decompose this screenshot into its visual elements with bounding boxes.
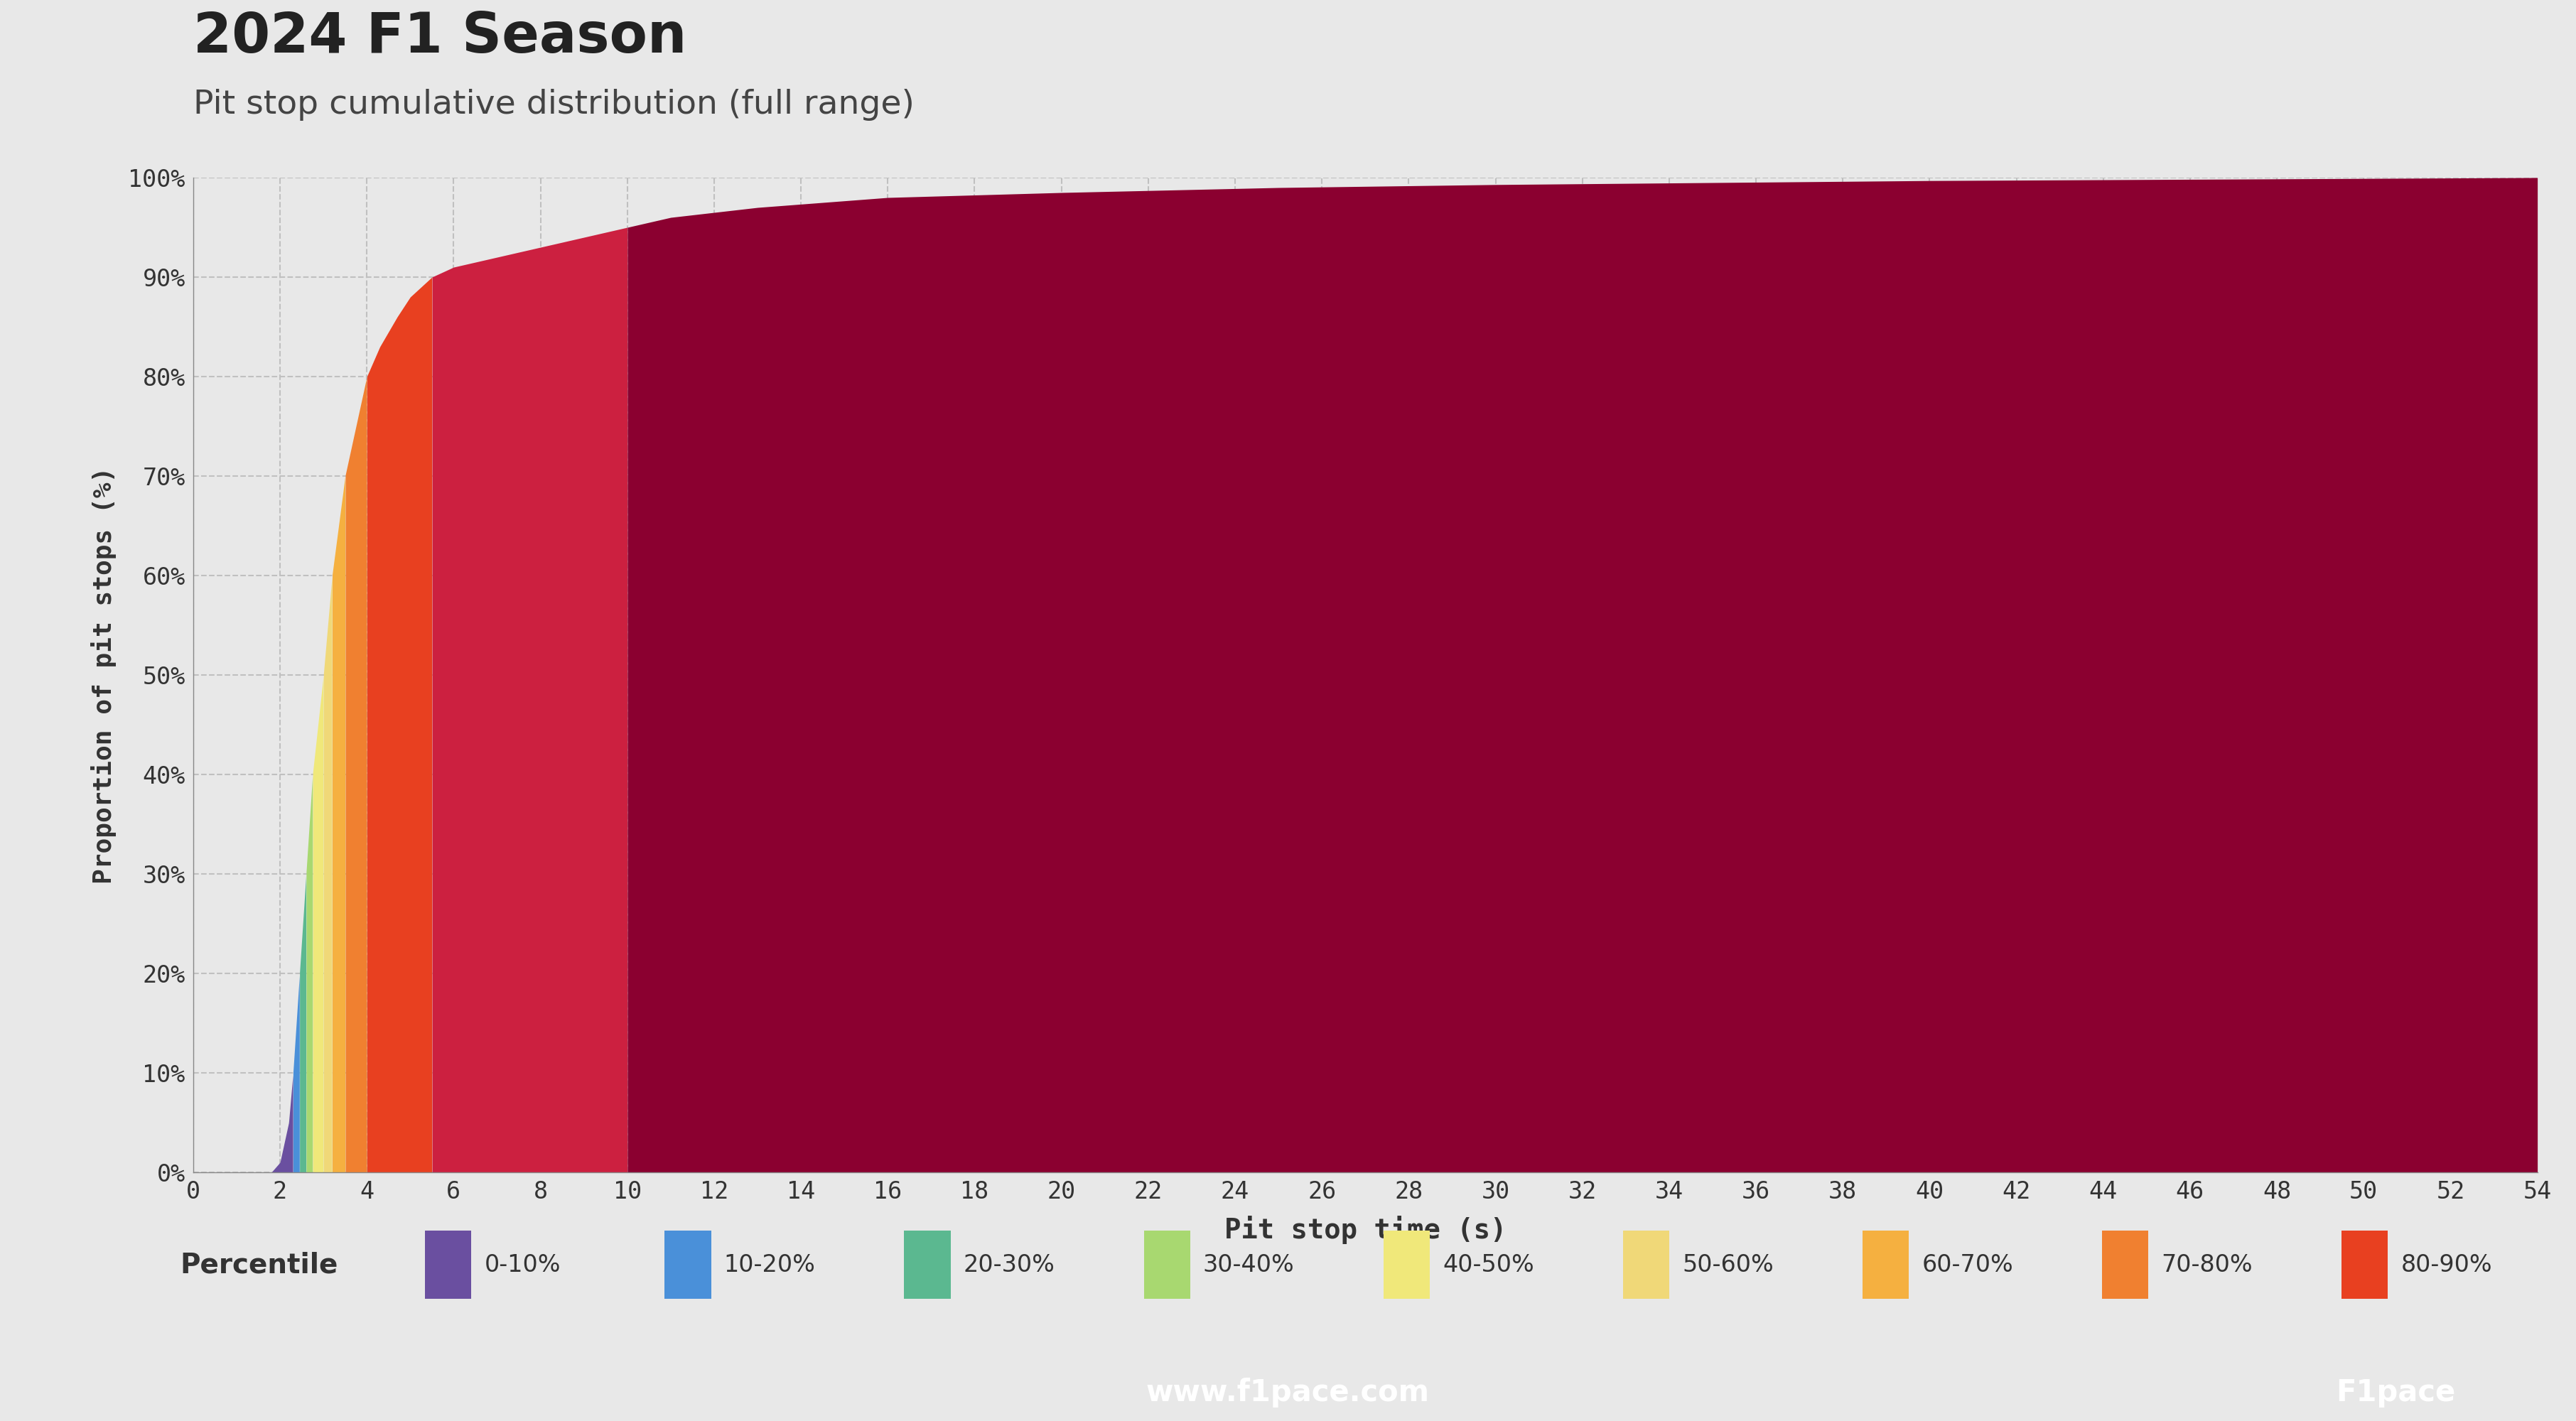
- Text: 60-70%: 60-70%: [1922, 1253, 2014, 1276]
- Text: 20-30%: 20-30%: [963, 1253, 1056, 1276]
- Bar: [425, 1231, 471, 1299]
- Bar: [904, 1231, 951, 1299]
- Text: F1pace: F1pace: [2336, 1378, 2455, 1407]
- Bar: [1623, 1231, 1669, 1299]
- Bar: [1862, 1231, 1909, 1299]
- Text: www.f1pace.com: www.f1pace.com: [1146, 1378, 1430, 1407]
- Text: Percentile: Percentile: [180, 1250, 337, 1279]
- Bar: [665, 1231, 711, 1299]
- Y-axis label: Proportion of pit stops (%): Proportion of pit stops (%): [90, 466, 116, 884]
- Text: 0-10%: 0-10%: [484, 1253, 562, 1276]
- Text: Pit stop cumulative distribution (full range): Pit stop cumulative distribution (full r…: [193, 88, 914, 121]
- Text: 2024 F1 Season: 2024 F1 Season: [193, 10, 688, 64]
- Text: 40-50%: 40-50%: [1443, 1253, 1535, 1276]
- Text: 80-90%: 80-90%: [2401, 1253, 2491, 1276]
- Bar: [2342, 1231, 2388, 1299]
- Text: 30-40%: 30-40%: [1203, 1253, 1296, 1276]
- Text: 10-20%: 10-20%: [724, 1253, 817, 1276]
- Text: 50-60%: 50-60%: [1682, 1253, 1775, 1276]
- Bar: [1144, 1231, 1190, 1299]
- Bar: [2102, 1231, 2148, 1299]
- Bar: [1383, 1231, 1430, 1299]
- Text: 70-80%: 70-80%: [2161, 1253, 2251, 1276]
- X-axis label: Pit stop time (s): Pit stop time (s): [1224, 1215, 1507, 1243]
